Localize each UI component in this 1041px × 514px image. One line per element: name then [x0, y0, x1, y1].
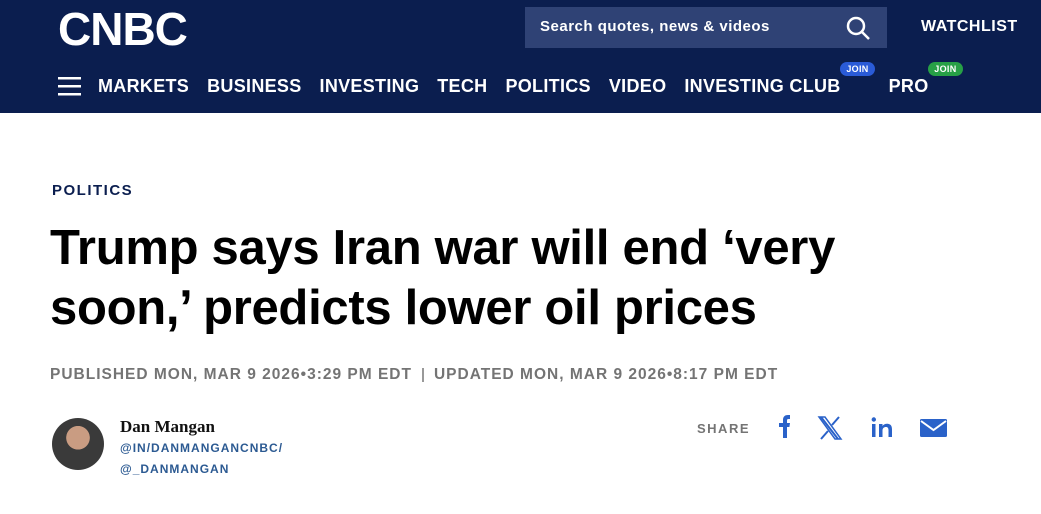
menu-icon[interactable]	[58, 76, 82, 98]
nav-item[interactable]: MARKETS	[98, 76, 189, 97]
watchlist-link[interactable]: WATCHLIST	[921, 18, 1018, 35]
share-icons	[779, 415, 947, 440]
author-link[interactable]: @_DANMANGAN	[120, 462, 230, 476]
author-name[interactable]: Dan Mangan	[120, 417, 215, 436]
nav-label: MARKETS	[98, 76, 190, 96]
search-placeholder: Search quotes, news & videos	[540, 18, 770, 35]
section-label[interactable]: POLITICS	[52, 182, 134, 199]
nav-item[interactable]: BUSINESS	[207, 76, 301, 97]
published-time: PUBLISHED MON, MAR 9 2026•3:29 PM EDT	[50, 366, 412, 383]
nav-label: INVESTING CLUB	[684, 76, 841, 96]
email-icon[interactable]	[920, 419, 947, 437]
nav-item[interactable]: VIDEO	[609, 76, 667, 97]
nav-item[interactable]: INVESTING	[320, 76, 420, 97]
search-box[interactable]: Search quotes, news & videos	[525, 7, 887, 48]
nav-label: PRO	[888, 76, 929, 96]
share-label: SHARE	[697, 421, 751, 436]
headline: Trump says Iran war will end ‘very soon,…	[50, 221, 836, 335]
search-icon[interactable]	[845, 15, 871, 41]
nav-bar: MARKETS BUSINESS INVESTING TECH POLITICS VIDE…	[98, 62, 963, 97]
join-badge[interactable]: JOIN	[840, 62, 875, 76]
author-link[interactable]: @IN/DANMANGANCNBC/	[120, 441, 284, 455]
nav-label: TECH	[437, 76, 488, 96]
nav-label: POLITICS	[505, 76, 591, 96]
facebook-icon[interactable]	[779, 415, 790, 438]
nav-item[interactable]: PRO JOIN	[888, 62, 963, 97]
header: CNBC Search quotes, news & videos WATCHL…	[0, 0, 1041, 113]
nav-item[interactable]: INVESTING CLUB JOIN	[684, 62, 875, 97]
nav-label: BUSINESS	[207, 76, 302, 96]
x-icon[interactable]	[817, 416, 843, 440]
logo[interactable]: CNBC	[58, 3, 188, 55]
updated-time: UPDATED MON, MAR 9 2026•8:17 PM EDT	[433, 366, 779, 383]
timestamps: PUBLISHED MON, MAR 9 2026•3:29 PM EDT UP…	[50, 366, 778, 384]
nav-item[interactable]: POLITICS	[505, 76, 590, 97]
nav-label: VIDEO	[608, 76, 667, 96]
linkedin-icon[interactable]	[871, 417, 892, 437]
join-badge[interactable]: JOIN	[928, 62, 963, 76]
nav-label: INVESTING	[319, 76, 420, 96]
nav-item[interactable]: TECH	[437, 76, 487, 97]
author-avatar[interactable]	[52, 418, 104, 470]
divider	[421, 368, 424, 382]
